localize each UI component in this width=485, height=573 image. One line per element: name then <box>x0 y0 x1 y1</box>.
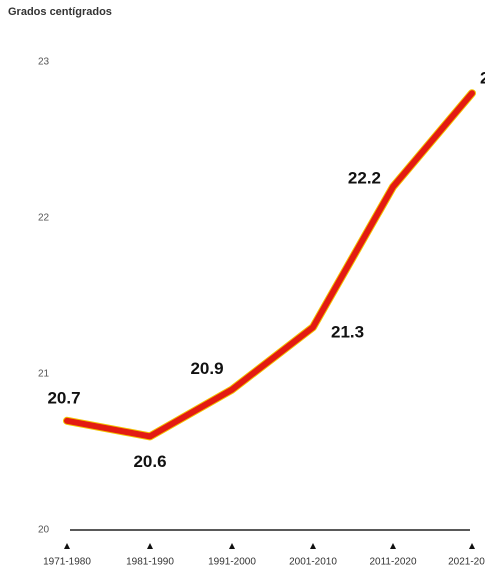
x-tick-label: 1971-1980 <box>43 557 91 568</box>
tick-triangle <box>310 543 316 549</box>
value-label: 20.9 <box>190 359 223 378</box>
value-label: 20.6 <box>133 452 166 471</box>
y-tick-label: 22 <box>38 213 50 224</box>
tick-triangle <box>469 543 475 549</box>
tick-triangle <box>229 543 235 549</box>
tick-triangle <box>147 543 153 549</box>
tick-triangle <box>64 543 70 549</box>
value-label: 21.3 <box>331 323 364 342</box>
x-tick-label: 1981-1990 <box>126 557 174 568</box>
value-label: 20.7 <box>47 388 80 407</box>
value-label: 22.8 <box>480 69 485 88</box>
y-axis-title: Grados centígrados <box>8 6 112 18</box>
y-tick-label: 20 <box>38 525 50 536</box>
tick-triangle <box>390 543 396 549</box>
value-label: 22.2 <box>348 168 381 187</box>
x-tick-label: 2011-2020 <box>369 557 417 568</box>
x-tick-label: 2001-2010 <box>289 557 337 568</box>
line <box>64 90 475 440</box>
x-tick-label: 2021-2030 <box>448 557 485 568</box>
x-tick-label: 1991-2000 <box>208 557 256 568</box>
y-tick-label: 21 <box>38 369 50 380</box>
line-shadow <box>63 89 476 441</box>
y-tick-label: 23 <box>38 57 50 68</box>
